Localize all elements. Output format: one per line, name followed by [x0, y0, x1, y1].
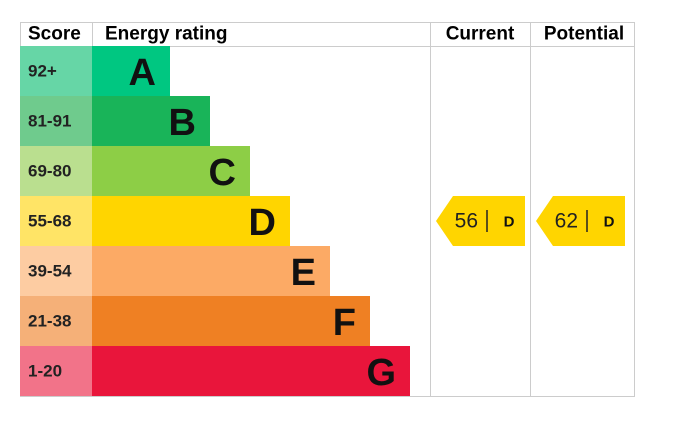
score-cell	[20, 296, 92, 346]
header-rating: Energy rating	[105, 24, 227, 45]
potential-value: 62	[555, 210, 578, 233]
score-label: 39-54	[28, 262, 72, 281]
current-band: D	[504, 214, 515, 231]
score-cell	[20, 146, 92, 196]
rating-letter: D	[249, 202, 276, 244]
header-current: Current	[446, 24, 515, 45]
score-cell	[20, 96, 92, 146]
score-cell	[20, 196, 92, 246]
score-cell	[20, 46, 92, 96]
score-label: 55-68	[28, 212, 71, 231]
potential-arrow	[536, 196, 625, 246]
header-potential: Potential	[544, 24, 624, 45]
score-label: 92+	[28, 62, 57, 81]
rating-bar	[92, 246, 330, 296]
header-score: Score	[28, 24, 81, 45]
rating-letter: C	[209, 152, 236, 194]
potential-band: D	[604, 214, 615, 231]
score-label: 1-20	[28, 362, 62, 381]
rating-bar	[92, 346, 410, 396]
score-label: 21-38	[28, 312, 71, 331]
rating-letter: A	[129, 52, 156, 94]
rating-bar	[92, 146, 250, 196]
score-label: 69-80	[28, 162, 71, 181]
rating-bar	[92, 46, 170, 96]
rating-letter: F	[333, 302, 356, 344]
rating-letter: E	[291, 252, 316, 294]
score-label: 81-91	[28, 112, 71, 131]
rating-bar	[92, 196, 290, 246]
rating-bar	[92, 96, 210, 146]
rating-letter: B	[169, 102, 196, 144]
rating-letter: G	[366, 352, 396, 394]
score-cell	[20, 346, 92, 396]
current-value: 56	[455, 210, 478, 233]
current-arrow	[436, 196, 525, 246]
score-cell	[20, 246, 92, 296]
rating-bar	[92, 296, 370, 346]
